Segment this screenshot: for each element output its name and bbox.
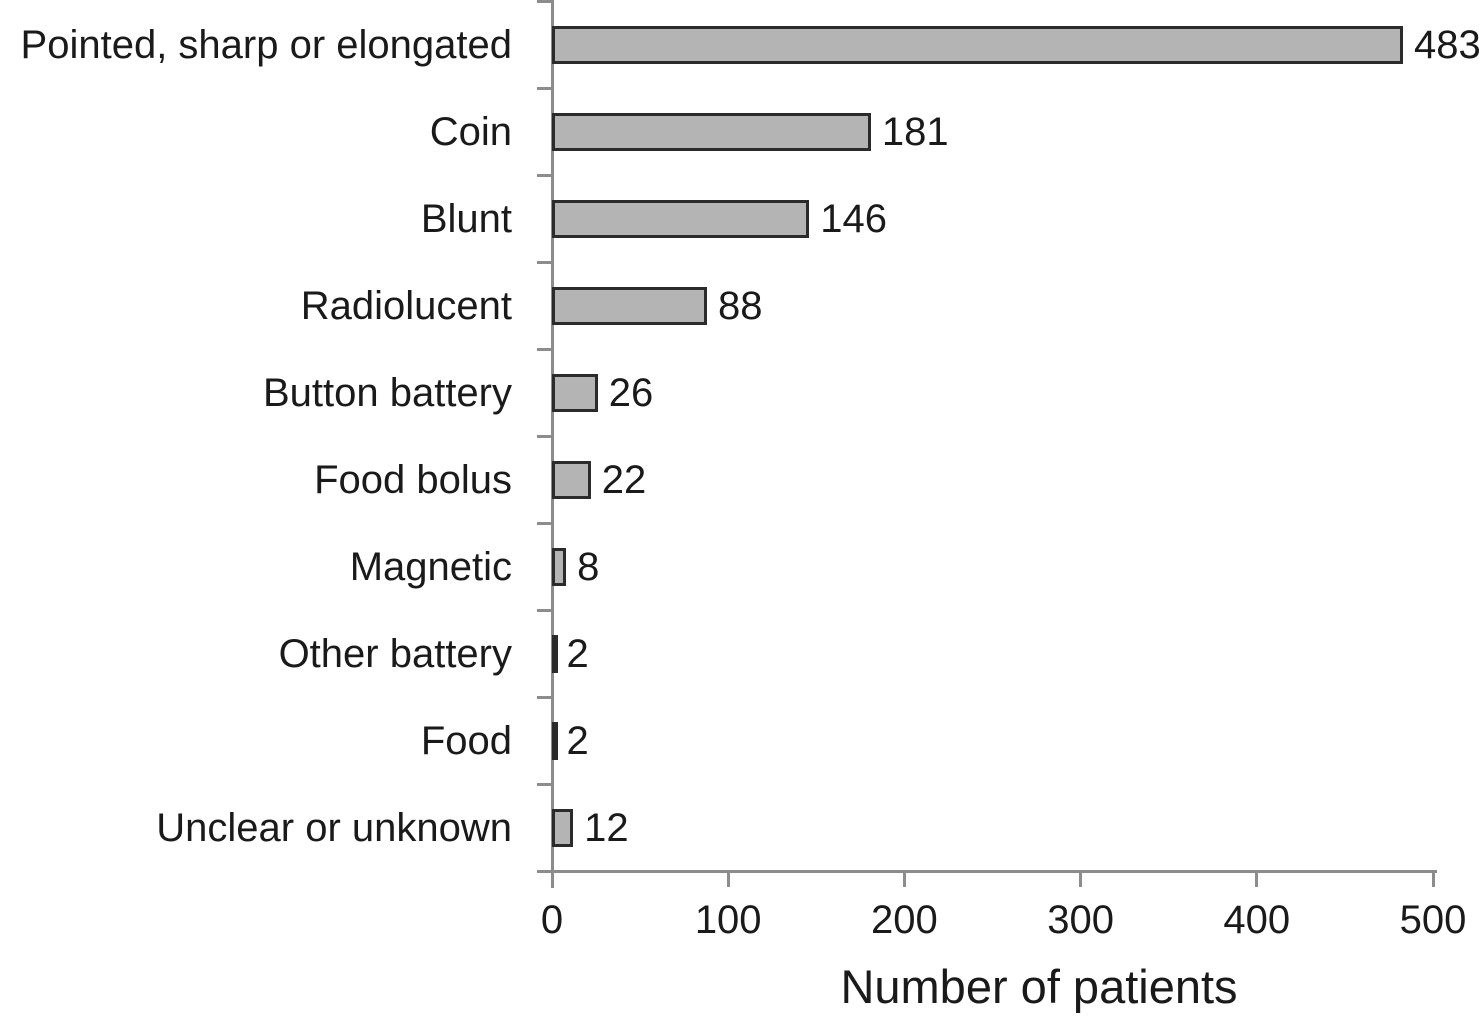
x-axis-line xyxy=(537,870,1437,873)
bar-magnetic xyxy=(552,547,567,586)
x-tick-label: 500 xyxy=(1399,898,1467,942)
x-tick xyxy=(1079,873,1083,887)
bar-pointed-sharp-or-elongated xyxy=(552,25,1404,64)
bar-button-battery xyxy=(552,373,598,412)
bar-radiolucent xyxy=(552,286,708,325)
y-tick xyxy=(537,87,551,90)
x-tick xyxy=(1255,873,1259,887)
bar-blunt xyxy=(552,199,810,238)
y-tick xyxy=(537,609,551,612)
x-tick xyxy=(726,873,730,887)
y-axis-line xyxy=(551,0,554,888)
value-label: 12 xyxy=(584,805,629,850)
x-tick xyxy=(1431,873,1435,887)
y-tick xyxy=(537,261,551,264)
x-tick-label: 300 xyxy=(1047,898,1114,942)
y-tick xyxy=(537,174,551,177)
x-tick-label: 0 xyxy=(540,898,564,942)
value-label: 8 xyxy=(577,544,600,589)
category-label: Pointed, sharp or elongated xyxy=(20,22,512,67)
category-label: Radiolucent xyxy=(300,283,512,328)
value-label: 483 xyxy=(1414,22,1479,67)
bar-unclear-or-unknown xyxy=(552,808,574,847)
category-label: Magnetic xyxy=(349,544,512,589)
bar-coin xyxy=(552,112,871,151)
value-label: 2 xyxy=(566,718,589,763)
category-label: Button battery xyxy=(262,370,512,415)
x-tick-label: 100 xyxy=(694,898,762,942)
y-tick xyxy=(537,348,551,351)
value-label: 88 xyxy=(718,283,763,328)
y-tick xyxy=(537,870,551,873)
x-axis-title: Number of patients xyxy=(840,960,1238,1013)
category-label: Other battery xyxy=(278,631,512,676)
category-label: Blunt xyxy=(420,196,512,241)
value-label: 22 xyxy=(601,457,647,502)
category-label: Unclear or unknown xyxy=(156,805,512,850)
category-label: Food xyxy=(420,718,512,763)
y-tick xyxy=(537,783,551,786)
value-label: 146 xyxy=(820,196,887,241)
y-tick xyxy=(537,522,551,525)
value-label: 2 xyxy=(566,631,589,676)
value-label: 181 xyxy=(881,109,949,154)
category-label: Coin xyxy=(429,109,512,154)
bar-food xyxy=(552,721,558,760)
y-tick xyxy=(537,0,551,3)
bar-food-bolus xyxy=(552,460,591,499)
y-tick xyxy=(537,696,551,699)
x-tick xyxy=(902,873,906,887)
value-label: 26 xyxy=(608,370,654,415)
x-tick-label: 400 xyxy=(1223,898,1291,942)
y-tick xyxy=(537,435,551,438)
x-tick xyxy=(550,873,554,887)
category-label: Food bolus xyxy=(314,457,512,502)
x-tick-label: 200 xyxy=(871,898,938,942)
bar-other-battery xyxy=(552,634,558,673)
